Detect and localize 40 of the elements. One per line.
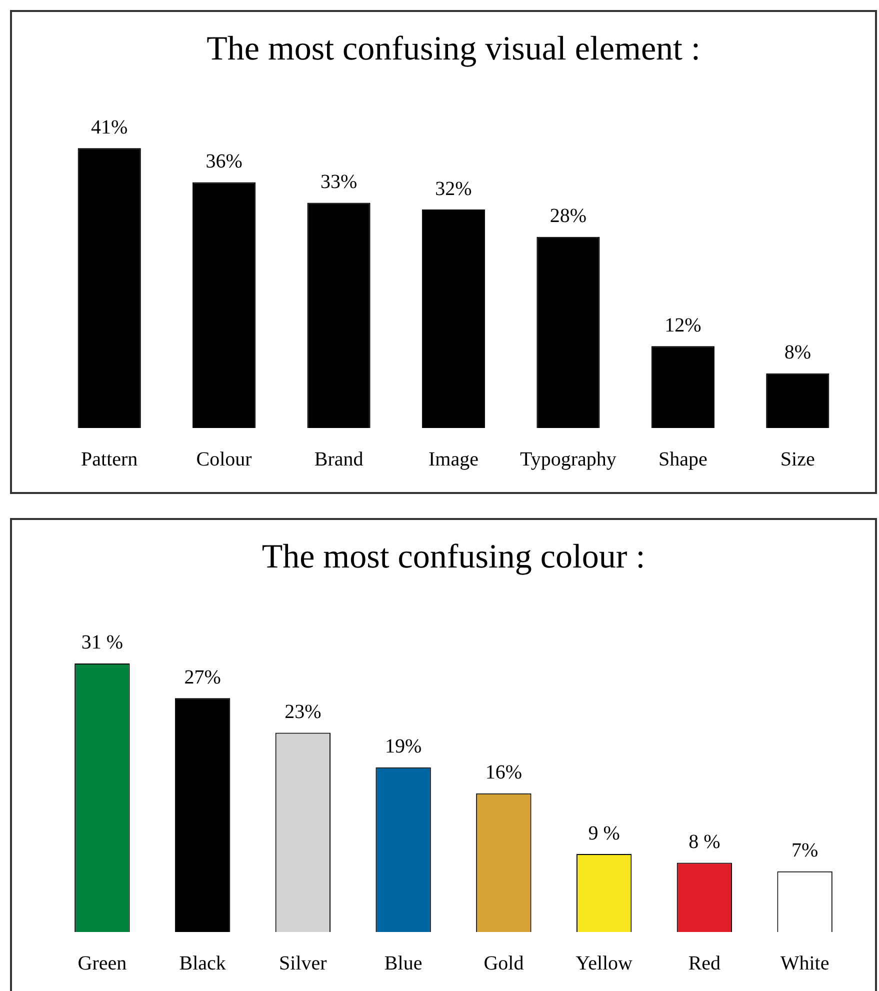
bar	[192, 182, 256, 428]
data-label: 8%	[784, 342, 811, 364]
chart-title: The most confusing visual element :	[206, 30, 700, 68]
data-label: 19%	[384, 736, 422, 758]
x-tick-label: Yellow	[576, 952, 634, 974]
x-tick-label: Gold	[484, 952, 524, 974]
x-tick-label: White	[780, 952, 830, 974]
data-label: 27%	[184, 666, 221, 688]
x-tick-label: Size	[780, 448, 815, 470]
data-label: 7%	[791, 840, 818, 862]
data-label: 16%	[485, 762, 522, 784]
x-tick-label: Brand	[314, 448, 364, 470]
bar	[536, 236, 600, 428]
bar	[174, 698, 230, 932]
x-tick-label: Blue	[384, 952, 422, 974]
bar	[766, 373, 830, 428]
x-tick-label: Red	[688, 952, 721, 974]
x-tick-label: Black	[179, 952, 226, 974]
x-tick-label: Silver	[279, 952, 328, 974]
x-tick-label: Green	[78, 952, 127, 974]
data-label: 41%	[91, 116, 128, 138]
chart-title: The most confusing colour :	[262, 538, 646, 576]
x-tick-label: Colour	[196, 448, 252, 470]
x-tick-label: Pattern	[81, 448, 138, 470]
data-label: 23%	[284, 701, 322, 724]
data-label: 9 %	[588, 822, 620, 844]
data-label: 32%	[435, 178, 472, 200]
bar	[422, 210, 486, 428]
data-label: 36%	[206, 150, 242, 172]
x-tick-label: Shape	[658, 448, 708, 470]
x-tick-label: Typography	[520, 448, 616, 470]
bar	[78, 148, 141, 428]
data-label: 12%	[664, 314, 702, 336]
data-label: 8 %	[688, 830, 720, 853]
bar	[651, 346, 714, 428]
data-label: 28%	[550, 205, 587, 228]
data-label: 33%	[320, 170, 358, 193]
data-label: 31 %	[81, 632, 124, 654]
bar	[307, 202, 370, 428]
x-tick-label: Image	[428, 448, 479, 470]
